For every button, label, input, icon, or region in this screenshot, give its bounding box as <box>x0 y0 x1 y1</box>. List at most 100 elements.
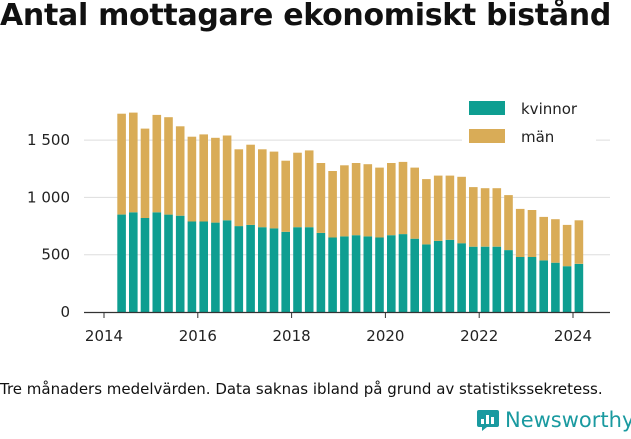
chart-caption: Tre månaders medelvärden. Data saknas ib… <box>0 380 603 398</box>
bar-kvinnor-2015-Q2 <box>164 214 173 312</box>
bar-kvinnor-2016-Q1 <box>199 221 208 312</box>
bar-kvinnor-2015-Q1 <box>152 212 162 312</box>
y-tick-label: 500 <box>41 246 70 264</box>
legend-swatch-män <box>469 129 505 143</box>
x-tick-label: 2014 <box>85 327 123 345</box>
bar-kvinnor-2017-Q2 <box>258 227 267 312</box>
legend: kvinnor män <box>462 92 596 154</box>
bar-kvinnor-2024-Q1 <box>574 263 584 312</box>
bar-män-2020-Q4 <box>422 179 431 245</box>
bar-män-2018-Q3 <box>316 163 326 233</box>
bar-kvinnor-2021-Q1 <box>433 240 443 312</box>
bar-män-2016-Q4 <box>234 149 244 227</box>
bar-män-2017-Q2 <box>258 149 267 228</box>
bar-kvinnor-2021-Q4 <box>469 246 478 312</box>
bar-män-2023-Q2 <box>539 216 548 261</box>
bar-kvinnor-2015-Q3 <box>175 215 185 312</box>
bar-kvinnor-2020-Q1 <box>387 235 396 312</box>
bar-kvinnor-2014-Q3 <box>129 212 138 312</box>
bar-kvinnor-2022-Q2 <box>492 246 502 312</box>
x-axis-tick-labels: 2014 2016 2018 2020 2022 2024 <box>85 327 592 345</box>
legend-label-män: män <box>521 128 554 146</box>
bar-kvinnor-2018-Q1 <box>293 227 302 312</box>
bar-kvinnor-2022-Q4 <box>515 257 525 312</box>
bar-män-2019-Q3 <box>363 164 373 237</box>
bar-män-2016-Q1 <box>199 134 208 222</box>
bar-kvinnor-2018-Q2 <box>304 227 314 312</box>
bar-kvinnor-2023-Q3 <box>551 262 560 312</box>
bar-kvinnor-2015-Q4 <box>187 221 197 312</box>
bar-kvinnor-2017-Q3 <box>269 228 279 312</box>
bar-kvinnor-2019-Q4 <box>375 237 384 312</box>
bar-män-2018-Q2 <box>304 150 314 228</box>
y-tick-label: 1 500 <box>27 131 70 149</box>
bar-män-2022-Q2 <box>492 188 502 247</box>
bar-män-2023-Q4 <box>562 224 572 267</box>
bar-kvinnor-2023-Q4 <box>562 266 572 312</box>
bar-män-2016-Q2 <box>211 137 220 223</box>
bar-kvinnor-2020-Q4 <box>422 244 431 312</box>
bar-kvinnor-2019-Q3 <box>363 236 373 312</box>
bar-kvinnor-2021-Q2 <box>445 239 455 312</box>
bar-män-2021-Q4 <box>469 187 478 247</box>
bar-kvinnor-2020-Q2 <box>398 234 408 312</box>
bar-män-2020-Q2 <box>398 161 408 235</box>
bar-män-2020-Q1 <box>387 163 396 236</box>
bar-kvinnor-2022-Q1 <box>480 246 490 312</box>
chart-title: Antal mottagare ekonomiskt bistånd <box>0 0 612 33</box>
bar-kvinnor-2022-Q3 <box>504 250 513 312</box>
bar-chart-logo-icon <box>477 410 499 431</box>
bar-män-2014-Q2 <box>117 113 126 215</box>
bar-män-2016-Q3 <box>222 135 232 221</box>
bar-kvinnor-2019-Q2 <box>351 235 361 312</box>
bar-män-2021-Q2 <box>445 175 455 240</box>
bar-män-2021-Q3 <box>457 176 466 244</box>
bar-kvinnor-2017-Q1 <box>246 224 255 312</box>
bar-män-2015-Q3 <box>175 126 185 216</box>
bar-kvinnor-2023-Q1 <box>527 257 537 312</box>
bar-män-2017-Q4 <box>281 160 290 232</box>
y-tick-label: 1 000 <box>27 188 70 206</box>
bar-män-2017-Q3 <box>269 151 279 229</box>
x-axis <box>84 311 610 318</box>
bar-kvinnor-2014-Q2 <box>117 214 126 312</box>
bar-kvinnor-2018-Q3 <box>316 232 326 312</box>
bar-män-2022-Q3 <box>504 195 513 251</box>
bar-kvinnor-2018-Q4 <box>328 237 337 312</box>
bar-män-2019-Q2 <box>351 163 361 236</box>
bar-män-2023-Q1 <box>527 210 537 257</box>
x-tick-label: 2018 <box>273 327 311 345</box>
newsworthy-logo: Newsworthy <box>476 408 631 432</box>
x-tick-label: 2024 <box>554 327 592 345</box>
bar-män-2022-Q4 <box>515 208 525 257</box>
bar-män-2019-Q4 <box>375 167 384 238</box>
bar-män-2015-Q4 <box>187 136 197 222</box>
x-tick-label: 2022 <box>460 327 498 345</box>
x-tick-label: 2016 <box>179 327 217 345</box>
bar-kvinnor-2014-Q4 <box>140 218 150 312</box>
bar-kvinnor-2019-Q1 <box>340 236 349 312</box>
bar-kvinnor-2023-Q2 <box>539 260 548 312</box>
y-tick-label: 0 <box>60 303 70 321</box>
bar-män-2017-Q1 <box>246 144 255 225</box>
brand-name: Newsworthy <box>505 408 631 432</box>
bar-män-2015-Q2 <box>164 117 173 215</box>
bar-kvinnor-2021-Q3 <box>457 243 466 312</box>
bar-män-2021-Q1 <box>433 175 443 241</box>
bar-kvinnor-2016-Q3 <box>222 220 232 312</box>
bar-män-2020-Q3 <box>410 167 419 239</box>
legend-swatch-kvinnor <box>469 101 505 115</box>
bar-män-2014-Q3 <box>129 112 138 213</box>
bar-kvinnor-2016-Q2 <box>211 222 220 312</box>
y-axis-tick-labels: 0 500 1 000 1 500 <box>27 131 70 321</box>
bar-kvinnor-2017-Q4 <box>281 231 290 312</box>
bar-series <box>117 112 584 312</box>
bar-män-2023-Q3 <box>551 219 560 263</box>
bar-män-2018-Q1 <box>293 152 302 228</box>
bar-kvinnor-2020-Q3 <box>410 238 419 312</box>
bar-män-2014-Q4 <box>140 128 150 218</box>
x-tick-label: 2020 <box>366 327 404 345</box>
bar-män-2018-Q4 <box>328 171 337 238</box>
bar-män-2024-Q1 <box>574 220 584 264</box>
